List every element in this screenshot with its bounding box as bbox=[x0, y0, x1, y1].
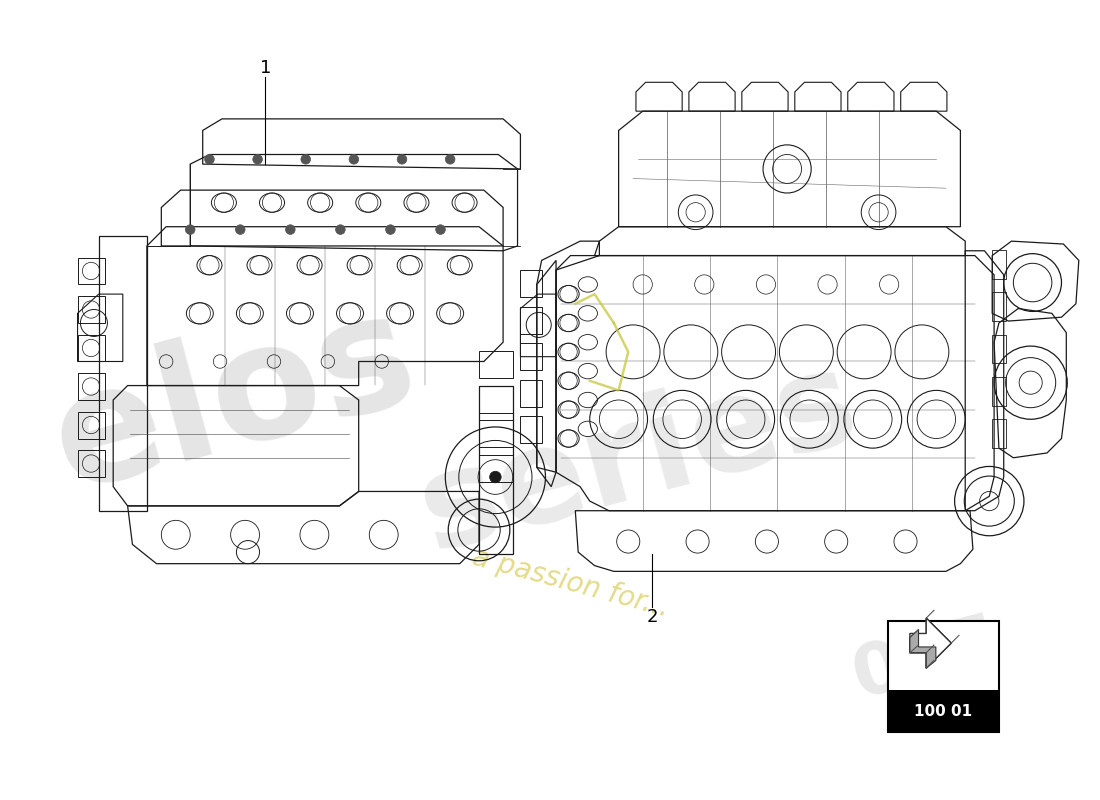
Circle shape bbox=[349, 154, 359, 164]
Circle shape bbox=[336, 225, 345, 234]
Circle shape bbox=[253, 154, 263, 164]
Text: a passion for...: a passion for... bbox=[469, 543, 672, 622]
Bar bbox=[520, 270, 541, 297]
Circle shape bbox=[301, 154, 310, 164]
Text: elos: elos bbox=[36, 278, 431, 522]
Text: 085: 085 bbox=[845, 607, 1009, 713]
Text: series: series bbox=[406, 338, 870, 577]
Bar bbox=[520, 416, 541, 443]
Bar bbox=[520, 306, 541, 334]
Circle shape bbox=[397, 154, 407, 164]
Polygon shape bbox=[910, 630, 936, 668]
Bar bbox=[78, 258, 104, 285]
Bar bbox=[78, 411, 104, 438]
Bar bbox=[78, 450, 104, 477]
Bar bbox=[888, 622, 999, 732]
Circle shape bbox=[386, 225, 395, 234]
Bar bbox=[992, 250, 1005, 278]
Circle shape bbox=[235, 225, 245, 234]
Text: 100 01: 100 01 bbox=[914, 704, 972, 718]
Circle shape bbox=[490, 471, 502, 482]
Bar bbox=[478, 351, 513, 378]
Bar bbox=[478, 420, 513, 447]
Polygon shape bbox=[910, 618, 952, 668]
Bar bbox=[78, 334, 104, 362]
Circle shape bbox=[205, 154, 214, 164]
Bar bbox=[888, 690, 999, 732]
Circle shape bbox=[286, 225, 295, 234]
Bar bbox=[78, 373, 104, 400]
Bar bbox=[478, 455, 513, 482]
Bar bbox=[520, 380, 541, 406]
Circle shape bbox=[186, 225, 195, 234]
Text: 2: 2 bbox=[647, 608, 658, 626]
Circle shape bbox=[436, 225, 446, 234]
Circle shape bbox=[446, 154, 455, 164]
Bar bbox=[992, 419, 1005, 448]
Bar bbox=[992, 334, 1005, 363]
Bar bbox=[992, 292, 1005, 321]
Text: 1: 1 bbox=[260, 59, 271, 77]
Bar bbox=[78, 296, 104, 323]
Bar bbox=[478, 386, 513, 413]
Bar bbox=[992, 377, 1005, 406]
Bar bbox=[520, 343, 541, 370]
Polygon shape bbox=[910, 618, 952, 668]
